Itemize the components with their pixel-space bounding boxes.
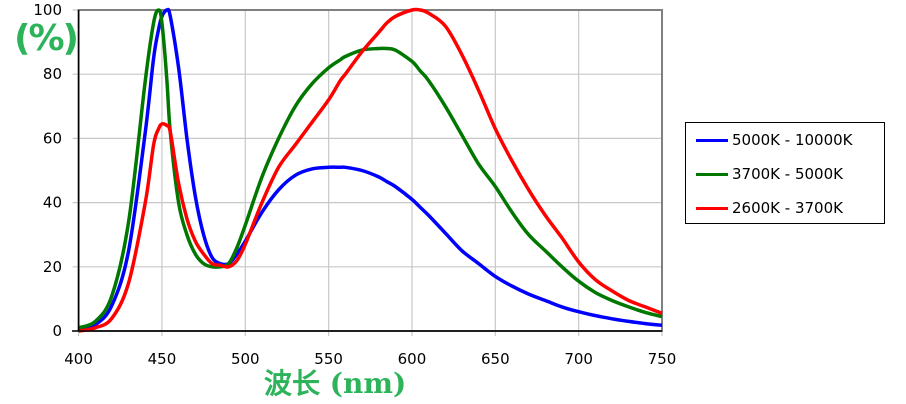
series-line-2600k-3700k xyxy=(78,7,663,333)
y-tick-label: 0 xyxy=(52,322,62,340)
legend-swatch-green xyxy=(696,172,728,176)
series-lines xyxy=(77,7,663,333)
x-tick-label: 500 xyxy=(231,350,260,368)
x-tick-label: 600 xyxy=(398,350,427,368)
y-axis-label: (%) xyxy=(14,18,79,59)
y-tick-label: 60 xyxy=(43,129,62,147)
legend-label: 3700K - 5000K xyxy=(732,165,843,183)
y-tick-labels: 0 20 40 60 80 100 xyxy=(33,1,62,340)
x-tick-label: 400 xyxy=(64,350,93,368)
legend-item-3700k-5000k: 3700K - 5000K xyxy=(696,164,843,184)
x-tick-labels: 400 450 500 550 600 650 700 750 xyxy=(64,350,676,368)
legend-label: 2600K - 3700K xyxy=(732,199,843,217)
series-line-3700k-5000k xyxy=(77,8,663,330)
y-tick-label: 80 xyxy=(43,65,62,83)
legend-label: 5000K - 10000K xyxy=(732,131,853,149)
y-tick-label: 20 xyxy=(43,258,62,276)
x-tick-label: 700 xyxy=(564,350,593,368)
legend: 5000K - 10000K 3700K - 5000K 2600K - 370… xyxy=(685,122,885,224)
x-tick-label: 550 xyxy=(314,350,343,368)
legend-swatch-blue xyxy=(696,138,728,142)
x-axis-label: 波长 (nm) xyxy=(264,367,407,400)
y-tick-label: 40 xyxy=(43,194,62,212)
x-tick-label: 450 xyxy=(148,350,177,368)
y-tick-label: 100 xyxy=(33,1,62,19)
x-tick-label: 650 xyxy=(481,350,510,368)
x-tick-label: 750 xyxy=(648,350,677,368)
legend-item-5000k-10000k: 5000K - 10000K xyxy=(696,130,853,150)
legend-item-2600k-3700k: 2600K - 3700K xyxy=(696,198,843,218)
series-line-5000k-10000k xyxy=(78,7,663,332)
legend-swatch-red xyxy=(696,206,728,210)
